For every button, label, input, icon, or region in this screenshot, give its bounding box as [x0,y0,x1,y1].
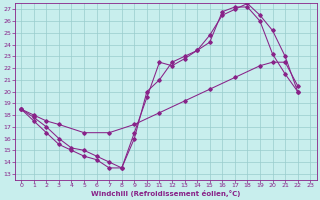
X-axis label: Windchill (Refroidissement éolien,°C): Windchill (Refroidissement éolien,°C) [91,190,240,197]
